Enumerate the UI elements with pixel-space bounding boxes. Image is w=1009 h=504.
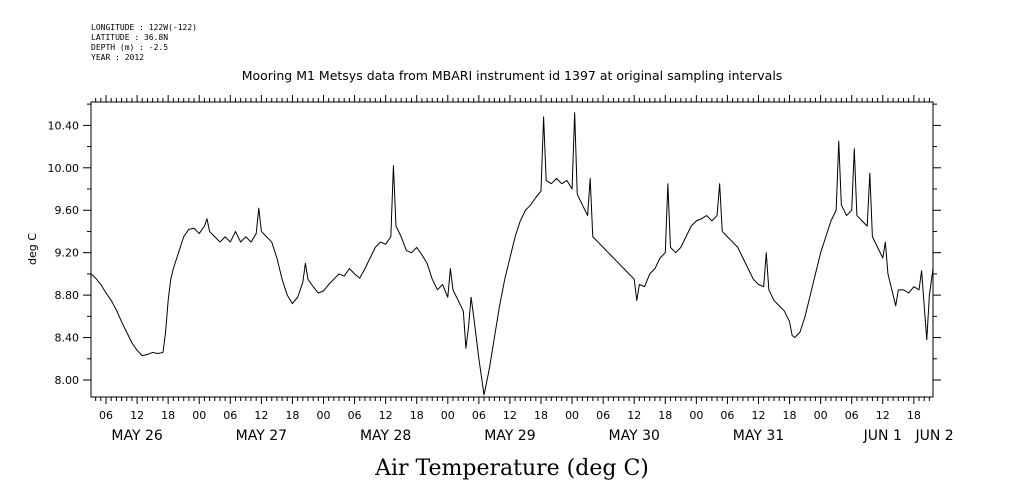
y-tick-label: 10.40 <box>48 119 80 132</box>
y-axis-label: deg C <box>26 233 39 265</box>
y-tick-label: 9.60 <box>55 204 80 217</box>
y-tick-label: 9.20 <box>55 247 80 260</box>
x-hour-label: 06 <box>845 409 859 422</box>
chart-title: Mooring M1 Metsys data from MBARI instru… <box>242 68 783 83</box>
x-hour-label: 18 <box>783 409 797 422</box>
x-axis-ticks <box>95 95 930 404</box>
x-hour-label: 00 <box>441 409 455 422</box>
latitude-label: LATITUDE : 36.8N <box>91 33 168 42</box>
x-hour-label: 12 <box>751 409 765 422</box>
x-hour-label: 06 <box>596 409 610 422</box>
x-date-label: MAY 29 <box>484 428 535 444</box>
x-hour-label: 18 <box>658 409 672 422</box>
y-tick-label: 8.80 <box>55 289 80 302</box>
x-hour-label: 06 <box>223 409 237 422</box>
x-date-label: JUN 2 <box>914 428 953 444</box>
y-tick-label: 8.40 <box>55 332 80 345</box>
series-line-0 <box>90 112 934 396</box>
y-tick-label: 8.00 <box>55 374 80 387</box>
x-axis-label: Air Temperature (deg C) <box>374 456 649 481</box>
x-hour-label: 12 <box>379 409 393 422</box>
x-hour-label: 18 <box>161 409 175 422</box>
x-hour-label: 00 <box>689 409 703 422</box>
x-date-label: JUN 1 <box>863 428 902 444</box>
x-hour-label: 18 <box>285 409 299 422</box>
x-hour-label: 12 <box>130 409 144 422</box>
x-hour-label: 06 <box>99 409 113 422</box>
x-date-labels: MAY 26 MAY 27 MAY 28 MAY 29 MAY 30 MAY 31 JUN … <box>111 428 953 444</box>
x-hour-label: 00 <box>192 409 206 422</box>
x-hour-labels: 06 12 18 00 06 12 18 00 06 12 18 00 06 12 18 00 06 12 18 00… <box>99 409 921 422</box>
x-hour-label: 12 <box>254 409 268 422</box>
x-hour-label: 18 <box>534 409 548 422</box>
x-hour-label: 12 <box>503 409 517 422</box>
x-hour-label: 18 <box>907 409 921 422</box>
x-date-label: MAY 30 <box>609 428 660 444</box>
y-tick-labels: 8.00 8.40 8.80 9.20 9.60 10.00 10.40 <box>48 119 80 387</box>
x-date-label: MAY 27 <box>236 428 287 444</box>
x-hour-label: 12 <box>876 409 890 422</box>
x-hour-label: 00 <box>565 409 579 422</box>
x-hour-label: 12 <box>627 409 641 422</box>
x-hour-label: 00 <box>814 409 828 422</box>
x-hour-label: 06 <box>720 409 734 422</box>
x-hour-label: 06 <box>472 409 486 422</box>
x-date-label: MAY 26 <box>111 428 162 444</box>
x-hour-label: 06 <box>348 409 362 422</box>
y-tick-label: 10.00 <box>48 162 80 175</box>
year-label: YEAR : 2012 <box>91 53 144 62</box>
depth-label: DEPTH (m) : -2.5 <box>91 43 168 52</box>
x-date-label: MAY 31 <box>733 428 784 444</box>
plot-frame <box>90 101 934 398</box>
series-layer <box>90 112 934 396</box>
x-date-label: MAY 28 <box>360 428 411 444</box>
longitude-label: LONGITUDE : 122W(-122) <box>91 23 197 32</box>
x-hour-label: 00 <box>317 409 331 422</box>
y-axis-ticks <box>83 103 941 381</box>
x-hour-label: 18 <box>410 409 424 422</box>
